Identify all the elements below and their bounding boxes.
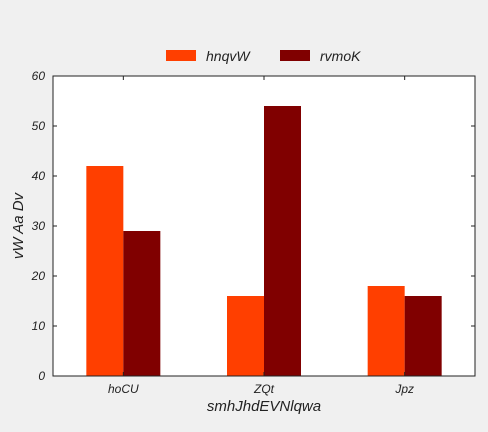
legend: hnqvW rvmoK xyxy=(166,48,361,64)
legend-label-rvmok: rvmoK xyxy=(320,48,361,64)
y-tick-label-20: 20 xyxy=(31,269,46,283)
x-tick-label-zqt: ZQt xyxy=(253,382,275,396)
y-tick-label-0: 0 xyxy=(38,369,45,383)
y-tick-label-40: 40 xyxy=(32,169,46,183)
x-tick-label-hocu: hoCU xyxy=(108,382,139,396)
x-axis-ticks: hoCU ZQt Jpz xyxy=(108,76,414,396)
y-tick-label-50: 50 xyxy=(32,119,46,133)
bar-hnqvw-zqt xyxy=(227,296,264,376)
y-tick-label-30: 30 xyxy=(32,219,46,233)
x-axis-title: smhJhdEVNlqwa xyxy=(207,398,321,415)
bar-rvmok-jpz xyxy=(404,296,442,376)
y-axis-ticks: 0 10 20 30 40 50 60 xyxy=(31,69,475,383)
legend-swatch-hnqvw xyxy=(166,50,196,61)
bar-hnqvw-hocu xyxy=(86,166,124,376)
legend-swatch-rvmok xyxy=(280,50,310,61)
x-tick-label-jpz: Jpz xyxy=(394,382,414,396)
bars xyxy=(86,106,442,376)
y-axis-title: vW Aa Dv xyxy=(10,191,27,259)
bar-rvmok-zqt xyxy=(264,106,301,376)
bar-hnqvw-jpz xyxy=(367,286,405,376)
plot-frame xyxy=(52,75,476,377)
y-tick-label-60: 60 xyxy=(32,69,46,83)
bar-rvmok-hocu xyxy=(123,231,161,376)
legend-label-hnqvw: hnqvW xyxy=(206,48,251,64)
y-tick-label-10: 10 xyxy=(32,319,46,333)
